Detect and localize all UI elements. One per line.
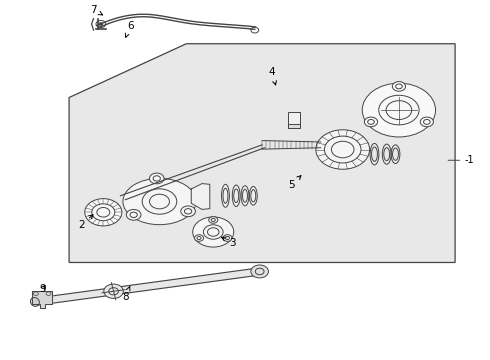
Text: 2: 2 [78, 215, 93, 230]
Bar [288, 125, 300, 128]
Ellipse shape [123, 178, 196, 225]
Circle shape [99, 23, 103, 26]
Circle shape [365, 117, 378, 127]
Ellipse shape [221, 184, 229, 207]
Circle shape [85, 199, 122, 226]
Circle shape [193, 217, 234, 247]
Bar [288, 112, 300, 128]
Text: 3: 3 [221, 237, 236, 248]
Polygon shape [32, 291, 52, 308]
Ellipse shape [249, 186, 257, 205]
Ellipse shape [232, 185, 240, 207]
Circle shape [316, 130, 369, 169]
Polygon shape [34, 268, 261, 305]
Circle shape [223, 235, 232, 241]
Circle shape [149, 173, 164, 184]
Circle shape [392, 82, 406, 91]
Text: 8: 8 [122, 286, 130, 302]
Circle shape [362, 83, 436, 137]
Circle shape [195, 235, 203, 241]
Ellipse shape [241, 186, 249, 206]
Circle shape [251, 265, 269, 278]
Circle shape [181, 206, 196, 217]
Text: 5: 5 [288, 176, 301, 190]
Circle shape [126, 210, 141, 220]
Circle shape [209, 217, 218, 223]
Circle shape [420, 117, 434, 127]
Text: 6: 6 [125, 21, 133, 37]
Circle shape [104, 284, 123, 298]
Polygon shape [191, 184, 210, 210]
Text: 9: 9 [39, 284, 46, 294]
Polygon shape [69, 44, 455, 262]
Text: -1: -1 [465, 155, 474, 165]
Text: 4: 4 [269, 67, 276, 85]
Ellipse shape [30, 297, 39, 306]
Text: 7: 7 [90, 5, 102, 15]
